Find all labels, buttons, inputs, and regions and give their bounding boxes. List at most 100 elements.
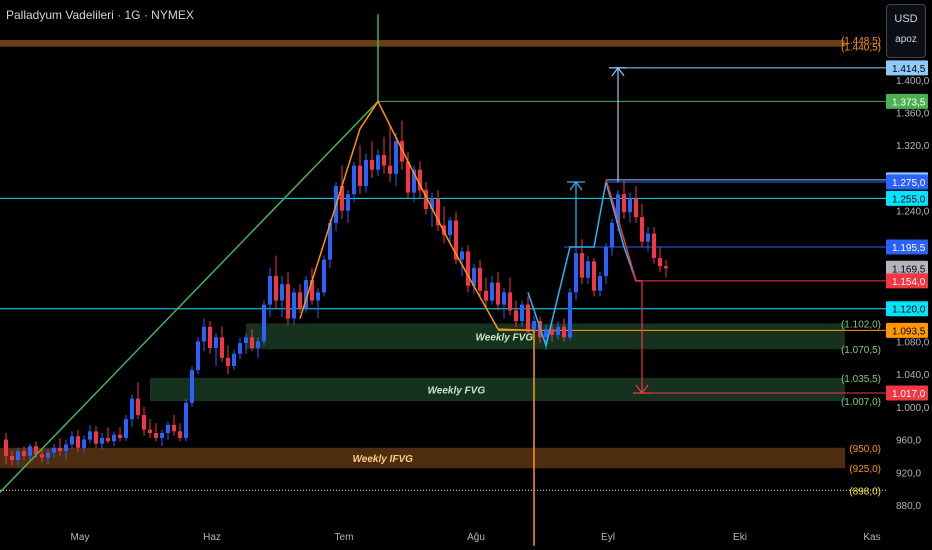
- candle-body: [166, 424, 170, 434]
- zone-label-layer: Weekly FVG Weekly FVG Weekly IFVG: [353, 332, 534, 465]
- zone-layer: [0, 40, 845, 469]
- candle-body: [10, 455, 14, 461]
- candle-body: [664, 266, 668, 269]
- candle-body: [184, 402, 188, 438]
- candle-body: [202, 326, 206, 342]
- price-tag-label: 1.195,5: [892, 243, 926, 254]
- candle-body: [592, 261, 596, 291]
- candle-body: [136, 398, 140, 416]
- candle-body: [220, 337, 224, 358]
- candle-body: [346, 194, 350, 211]
- candle-body: [322, 259, 326, 293]
- candle-body: [550, 329, 554, 335]
- candle-body: [628, 198, 632, 213]
- trend-polyline: [527, 181, 637, 349]
- candle-body: [544, 329, 548, 338]
- zone-label: Weekly FVG: [476, 332, 534, 343]
- level-label: (950,0): [849, 444, 881, 455]
- candle-body: [268, 276, 272, 305]
- candle-body: [292, 292, 296, 319]
- candle-body: [16, 451, 20, 461]
- candle-body: [454, 220, 458, 260]
- price-tick-label: 1.040,0: [896, 370, 930, 381]
- price-tick-label: 960,0: [896, 436, 921, 447]
- candle-body: [436, 198, 440, 226]
- trend-polyline: [299, 99, 535, 332]
- candle-body: [526, 304, 530, 332]
- time-tick-label: Ağu: [467, 532, 485, 543]
- candle-body: [274, 276, 278, 301]
- currency-selector[interactable]: USD apoz: [886, 4, 926, 58]
- level-label: (898,0): [849, 486, 881, 497]
- candle-body: [394, 141, 398, 174]
- candle-body: [88, 431, 92, 440]
- candle-body: [328, 222, 332, 260]
- candle-body: [34, 446, 38, 455]
- candle-body: [460, 251, 464, 260]
- trend-polyline: [0, 100, 379, 494]
- candle-body: [256, 341, 260, 348]
- candle-body: [22, 451, 26, 456]
- level-label: (1.007,0): [841, 397, 881, 408]
- zone-2: [150, 377, 845, 402]
- price-tick-label: 1.360,0: [896, 108, 930, 119]
- candle-body: [598, 276, 602, 291]
- price-tick-label: 1.000,0: [896, 403, 930, 414]
- candle-body: [556, 326, 560, 335]
- time-tick-label: May: [71, 532, 90, 543]
- candle-body: [52, 447, 56, 453]
- candle-body: [298, 292, 302, 309]
- price-tick-label: 1.240,0: [896, 207, 930, 218]
- candle-body: [580, 253, 584, 278]
- candle-body: [646, 233, 650, 242]
- candle-body: [430, 198, 434, 209]
- unit-label: apoz: [895, 34, 917, 45]
- candle-body: [208, 326, 212, 348]
- price-tag-box: [886, 260, 928, 276]
- level-label: (1.070,5): [841, 345, 881, 356]
- candle-body: [148, 429, 152, 434]
- candle-body: [496, 282, 500, 305]
- candle-body: [574, 253, 578, 293]
- candle-body: [58, 447, 62, 452]
- candle-body: [4, 439, 8, 456]
- price-tag-box: [886, 174, 928, 190]
- candle-body: [226, 357, 230, 366]
- candle-body: [652, 233, 656, 259]
- candle-body: [160, 433, 164, 438]
- level-line-layer: [0, 67, 886, 491]
- level-label: (1.440,5): [841, 43, 881, 54]
- time-tick-label: Tem: [335, 532, 354, 543]
- price-tag-label: 1.255,0: [892, 194, 926, 205]
- candle-body: [196, 341, 200, 371]
- chart-title: Palladyum Vadelileri · 1G · NYMEX: [6, 8, 194, 22]
- trend-polyline: [605, 179, 642, 282]
- candle-body: [64, 444, 68, 452]
- drawing-layer: [0, 14, 651, 546]
- candle-body: [604, 247, 608, 277]
- price-tag-label: 1.373,5: [892, 97, 926, 108]
- candle-body: [232, 353, 236, 366]
- candle-body: [112, 434, 116, 442]
- price-tag-label: 1.275,0: [892, 178, 926, 189]
- candle-body: [370, 159, 374, 170]
- candle-body: [124, 419, 128, 438]
- candle-layer: [4, 120, 668, 466]
- candle-body: [490, 282, 494, 301]
- time-axis: May Haz Tem Ağu Eyl Eki Kas: [71, 532, 881, 543]
- price-tick-label: 1.320,0: [896, 141, 930, 152]
- zone-label: Weekly IFVG: [353, 454, 414, 465]
- candle-body: [448, 220, 452, 236]
- price-tag-box: [886, 60, 928, 76]
- candle-body: [364, 159, 368, 187]
- candle-body: [46, 452, 50, 458]
- candle-body: [28, 446, 32, 456]
- candle-body: [634, 198, 638, 218]
- candle-body: [520, 304, 524, 321]
- candle-body: [382, 154, 386, 166]
- candle-body: [658, 258, 662, 267]
- candle-body: [610, 222, 614, 248]
- price-tag-label: 1.093,5: [892, 326, 926, 337]
- candle-body: [466, 251, 470, 286]
